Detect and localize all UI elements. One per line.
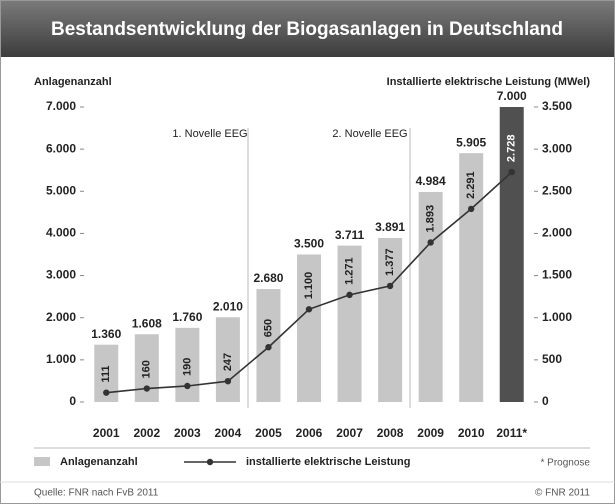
annotation: 2. Novelle EEG — [332, 128, 407, 140]
bar — [418, 191, 443, 402]
bar-value-label: 3.500 — [294, 237, 324, 251]
bar — [378, 238, 403, 402]
x-tick-label: 2002 — [133, 426, 160, 440]
y2-axis-label: Installierte elektrische Leistung (MWel) — [387, 76, 591, 88]
legend-label: installierte elektrische Leistung — [246, 456, 410, 468]
line-value-label: 247 — [222, 353, 234, 371]
x-tick-label: 2010 — [458, 426, 485, 440]
bar — [215, 317, 240, 402]
line-value-label: 1.893 — [425, 205, 437, 233]
y-axis-label: Anlagenanzahl — [34, 76, 112, 88]
title-bar — [1, 1, 614, 57]
y-tick-label: 6.000 — [46, 141, 76, 155]
y2-tick-label: 3.500 — [542, 99, 572, 113]
bar — [297, 254, 321, 402]
x-tick-label: 2005 — [255, 426, 282, 440]
line-point — [386, 282, 394, 290]
x-tick-label: 2001 — [93, 426, 120, 440]
legend-swatch — [206, 458, 214, 466]
y2-tick-label: 500 — [542, 352, 562, 366]
line-value-label: 2.291 — [465, 171, 477, 199]
bar — [499, 107, 524, 402]
bar — [337, 245, 362, 402]
x-tick-label: 2007 — [336, 426, 363, 440]
line-value-label: 2.728 — [506, 135, 518, 163]
bar-value-label: 7.000 — [497, 89, 527, 103]
bar-value-label: 3.891 — [375, 220, 405, 234]
x-tick-label: 2006 — [296, 426, 323, 440]
line-point — [103, 389, 110, 396]
y2-tick-label: 0 — [542, 394, 549, 408]
y-tick-label: 2.000 — [46, 310, 76, 324]
x-tick-label: 2003 — [174, 426, 201, 440]
bar — [459, 153, 484, 402]
line-point — [346, 291, 353, 299]
line-value-label: 1.377 — [384, 248, 396, 276]
legend-swatch — [34, 457, 50, 466]
bar-value-label: 1.760 — [172, 310, 202, 324]
y-tick-label: 5.000 — [46, 183, 76, 197]
bar-value-label: 2.680 — [253, 271, 283, 285]
y-tick-label: 3.000 — [46, 268, 76, 282]
y-tick-label: 4.000 — [46, 226, 76, 240]
y2-tick-label: 1.500 — [542, 268, 572, 282]
y2-tick-label: 3.000 — [542, 141, 572, 155]
line-value-label: 650 — [262, 319, 274, 337]
x-tick-label: 2011* — [496, 426, 527, 440]
line-point — [427, 239, 434, 246]
line-point — [143, 385, 151, 392]
line-point — [224, 377, 232, 385]
line-value-label: 1.271 — [343, 257, 355, 285]
bar-value-label: 1.360 — [91, 327, 121, 341]
bar-value-label: 4.984 — [416, 174, 446, 188]
line-point — [467, 205, 475, 213]
y-tick-label: 1.000 — [46, 352, 76, 366]
line-value-label: 111 — [100, 366, 112, 383]
bar-value-label: 5.905 — [456, 135, 486, 149]
bar-value-label: 1.608 — [132, 316, 162, 330]
bar-value-label: 2.010 — [213, 299, 243, 313]
chart-title: Bestandsentwicklung der Biogasanlagen in… — [51, 19, 563, 40]
y2-tick-label: 1.000 — [542, 310, 572, 324]
bar — [175, 327, 200, 402]
y-tick-label: 0 — [69, 394, 76, 408]
x-tick-label: 2004 — [215, 426, 242, 440]
y-tick-label: 7.000 — [46, 99, 76, 113]
line-value-label: 1.100 — [303, 272, 315, 300]
line-value-label: 160 — [141, 360, 153, 378]
y2-tick-label: 2.500 — [542, 183, 572, 197]
legend-label: Anlagenanzahl — [60, 456, 138, 468]
bar-value-label: 3.711 — [335, 228, 365, 242]
x-tick-label: 2008 — [377, 426, 404, 440]
copyright: © FNR 2011 — [535, 488, 590, 499]
line-point — [184, 382, 191, 390]
line-value-label: 190 — [181, 358, 193, 376]
line-point — [305, 306, 313, 313]
y2-tick-label: 2.000 — [542, 226, 572, 240]
source: Quelle: FNR nach FvB 2011 — [34, 488, 159, 499]
annotation: 1. Novelle EEG — [172, 128, 247, 140]
x-tick-label: 2009 — [417, 426, 444, 440]
line-point — [265, 344, 272, 351]
line-point — [508, 168, 515, 176]
note: * Prognose — [541, 458, 591, 469]
